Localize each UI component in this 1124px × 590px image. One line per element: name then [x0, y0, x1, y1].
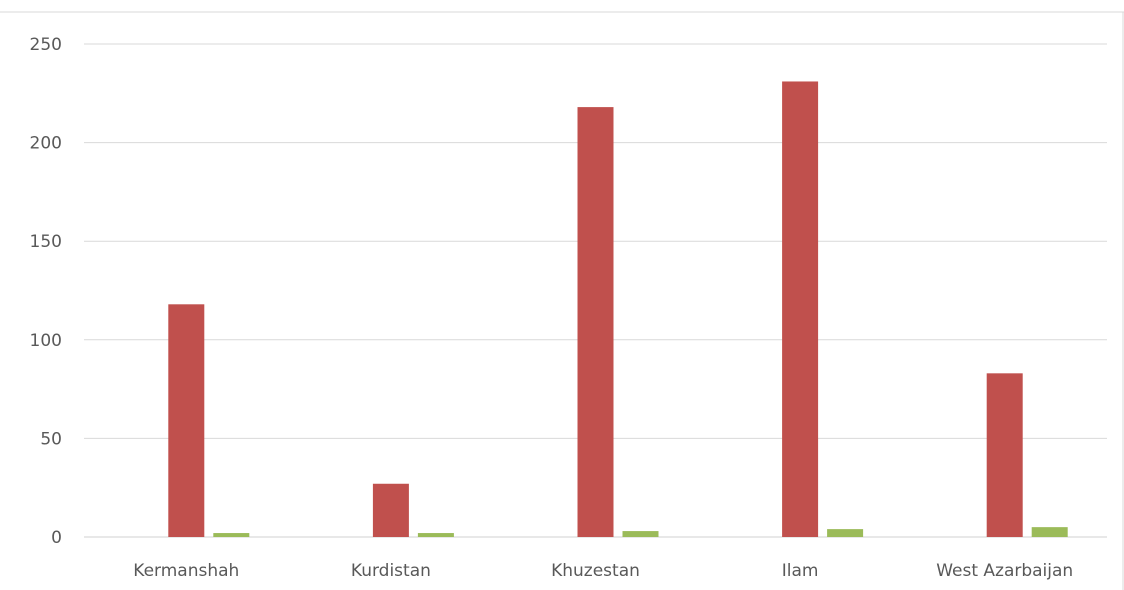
bar-series-2: [986, 373, 1023, 537]
x-tick-label: Kermanshah: [133, 561, 239, 581]
bar-series-2: [782, 81, 819, 537]
bar-series-3: [1031, 527, 1068, 537]
y-tick-label: 250: [30, 35, 62, 55]
y-tick-label: 0: [51, 528, 62, 548]
bar-series-3: [213, 533, 250, 537]
y-tick-label: 200: [30, 134, 62, 154]
y-tick-label: 150: [30, 232, 62, 252]
bar-series-2: [372, 483, 409, 537]
bars: [168, 81, 1068, 537]
y-tick-label: 50: [40, 429, 62, 449]
x-tick-label: West Azarbaijan: [936, 561, 1073, 581]
bar-series-3: [417, 533, 454, 537]
axis-labels: 0 50 100 150 200 250 Kermanshah Kurdistan Khuzes…: [30, 35, 1074, 581]
x-tick-label: Kurdistan: [351, 561, 431, 581]
x-tick-label: Ilam: [782, 561, 819, 581]
bar-series-3: [622, 531, 659, 537]
bar-series-3: [827, 529, 864, 537]
y-tick-label: 100: [30, 331, 62, 351]
x-tick-label: Khuzestan: [551, 561, 640, 581]
bar-series-2: [168, 304, 205, 537]
bar-series-2: [577, 107, 614, 537]
